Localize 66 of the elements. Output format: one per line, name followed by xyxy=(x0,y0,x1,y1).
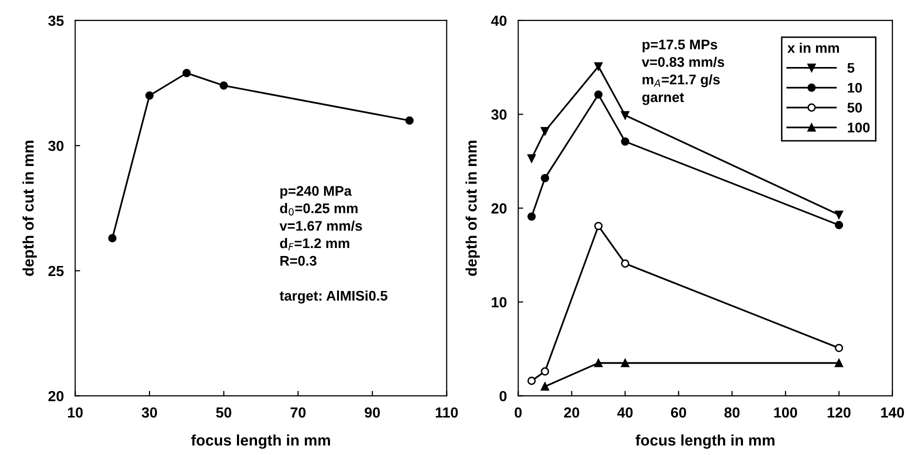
point xyxy=(527,376,536,385)
point xyxy=(620,137,630,146)
point xyxy=(108,234,117,242)
legend-label: 5 xyxy=(847,63,854,73)
y-axis-title: depth of cut in mm xyxy=(22,140,37,276)
legend-label: 100 xyxy=(848,122,870,132)
annotation: v=0.83 mm/s xyxy=(642,56,724,68)
annotation: d$_{F}$=1.2 mm xyxy=(280,238,350,250)
x-tick-label: 0 xyxy=(514,407,522,418)
point xyxy=(220,81,228,90)
x-tick-label: 30 xyxy=(142,407,158,418)
x-tick-label: 90 xyxy=(364,407,380,418)
point xyxy=(594,90,603,99)
y-tick-label: 0 xyxy=(500,390,507,402)
annotation: m$_{A}$=21.7 g/s xyxy=(642,74,720,88)
point xyxy=(620,111,630,120)
point xyxy=(540,174,550,182)
annotation: garnet xyxy=(642,92,684,105)
point xyxy=(834,220,844,230)
point xyxy=(145,91,154,100)
annotation: p=240 MPa xyxy=(280,186,352,199)
point xyxy=(527,154,536,163)
x-tick-label: 110 xyxy=(436,407,458,418)
x-axis-title: focus length in mm xyxy=(191,434,330,449)
point xyxy=(834,358,844,368)
x-tick-label: 10 xyxy=(68,407,83,418)
y-tick-label: 25 xyxy=(48,266,64,276)
y-tick-label: 30 xyxy=(491,109,507,120)
point xyxy=(620,358,630,368)
x-tick-label: 60 xyxy=(671,407,686,418)
point xyxy=(594,358,603,368)
point xyxy=(594,222,603,230)
point xyxy=(540,382,550,391)
point xyxy=(594,62,603,71)
point xyxy=(540,367,550,376)
x-tick-label: 70 xyxy=(290,407,306,418)
x-tick-label: 80 xyxy=(724,407,740,418)
annotation: v=1.67 mm/s xyxy=(280,220,362,231)
point xyxy=(540,127,550,136)
annotation: target: AlMISi0.5 xyxy=(280,290,388,304)
point xyxy=(527,212,536,221)
legend-label: 50 xyxy=(847,102,862,113)
x-tick-label: 20 xyxy=(564,407,580,418)
point xyxy=(182,68,191,78)
x-tick-label: 40 xyxy=(617,407,633,418)
point xyxy=(620,259,630,268)
x-tick-label: 140 xyxy=(881,407,904,418)
y-tick-label: 40 xyxy=(491,16,507,26)
legend-title: x in mm xyxy=(787,42,839,53)
y-axis-title: depth of cut in mm xyxy=(466,140,480,276)
y-tick-label: 30 xyxy=(48,140,64,152)
legend-label: 10 xyxy=(848,82,862,93)
x-axis-title: focus length in mm xyxy=(636,434,774,449)
point xyxy=(405,116,414,125)
point xyxy=(834,210,844,219)
y-tick-label: 20 xyxy=(48,390,64,402)
y-tick-label: 20 xyxy=(491,203,507,214)
annotation: d$_{0}$=0.25 mm xyxy=(280,203,358,216)
x-tick-label: 120 xyxy=(828,407,851,418)
annotation: R=0.3 xyxy=(280,256,316,266)
y-tick-label: 10 xyxy=(492,297,507,308)
x-tick-label: 100 xyxy=(774,407,798,418)
y-tick-label: 35 xyxy=(48,16,64,26)
point xyxy=(834,344,844,352)
annotation: p=17.5 MPs xyxy=(642,40,718,52)
x-tick-label: 50 xyxy=(216,407,232,418)
